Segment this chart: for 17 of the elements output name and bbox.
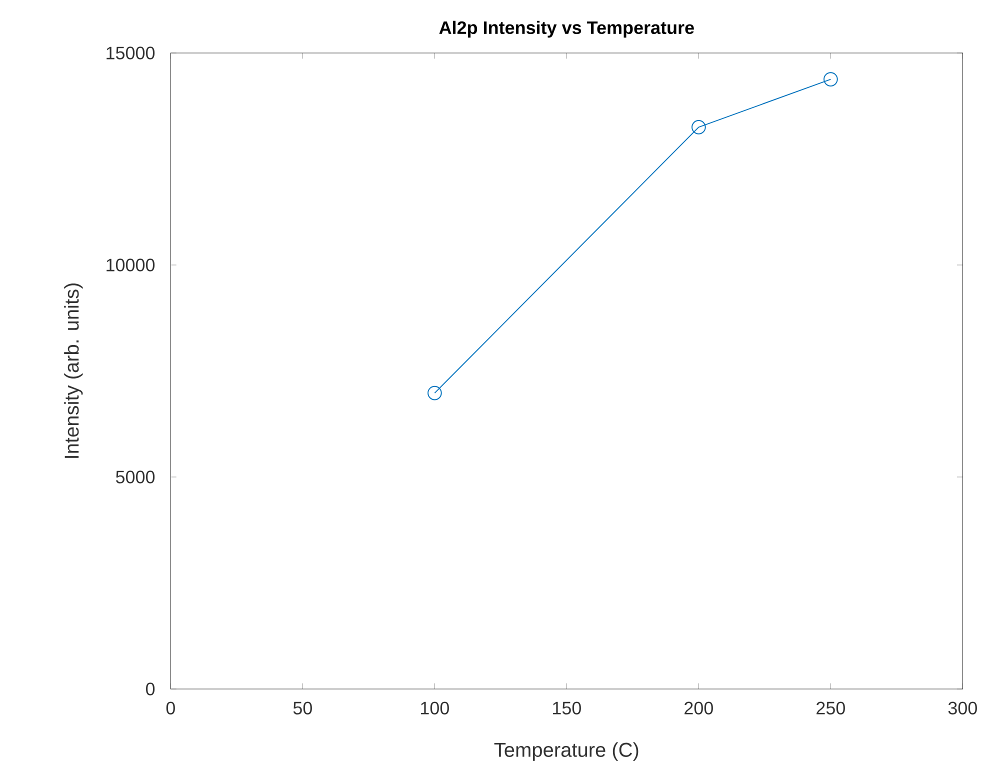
- chart-title: Al2p Intensity vs Temperature: [439, 20, 694, 38]
- x-tick-label: 150: [553, 702, 581, 714]
- x-tick-label: 200: [684, 702, 713, 714]
- y-tick-label: 5000: [116, 470, 155, 484]
- y-axis-title: Intensity (arb. units): [64, 284, 83, 458]
- x-tick-label: 300: [948, 702, 977, 714]
- x-axis-title: Temperature (C): [494, 742, 638, 761]
- y-tick-label: 10000: [106, 258, 155, 272]
- y-tick-label: 0: [146, 682, 155, 696]
- x-tick-label: 250: [816, 702, 845, 714]
- y-tick-label: 15000: [106, 46, 155, 60]
- point: [824, 72, 838, 86]
- point: [428, 386, 442, 400]
- x-tick-label: 50: [293, 702, 312, 714]
- point: [692, 120, 706, 134]
- x-tick-label: 100: [421, 702, 449, 714]
- x-tick-label: 0: [166, 702, 175, 714]
